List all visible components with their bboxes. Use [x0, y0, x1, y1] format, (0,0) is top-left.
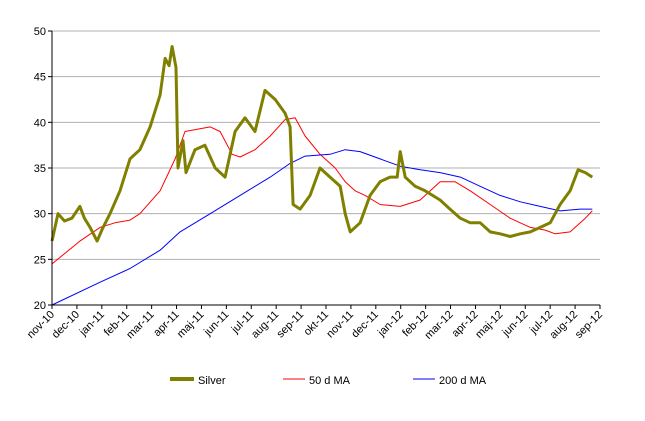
- legend-label-200d-ma: 200 d MA: [439, 375, 487, 387]
- series-line-200-d-ma: [51, 149, 593, 306]
- legend-item-50d-ma: 50 d MA: [283, 375, 351, 387]
- series-line-silver: [50, 45, 594, 243]
- legend: Silver 50 d MA 200 d MA: [170, 375, 487, 387]
- legend-item-silver: Silver: [170, 375, 226, 387]
- x-tick-label: sep-11: [275, 309, 307, 341]
- x-tick-label: nov-11: [324, 309, 356, 341]
- x-tick-label: dec-10: [50, 309, 82, 341]
- y-tick-label: 20: [34, 300, 46, 312]
- y-tick-label: 30: [34, 209, 46, 221]
- x-tick-label: jun-11: [201, 309, 231, 339]
- legend-label-silver: Silver: [198, 375, 226, 387]
- y-tick-label: 35: [34, 163, 46, 175]
- x-tick-label: jan-12: [375, 309, 406, 340]
- legend-label-50d-ma: 50 d MA: [309, 375, 351, 387]
- legend-item-200d-ma: 200 d MA: [413, 375, 487, 387]
- x-tick-label: aug-12: [547, 309, 580, 342]
- y-tick-label: 40: [34, 117, 46, 129]
- x-tick-label: jan-11: [77, 309, 107, 339]
- x-tick-label: aug-11: [249, 309, 281, 341]
- x-tick-label: jun-12: [500, 309, 531, 340]
- y-tick-label: 45: [34, 72, 46, 84]
- y-axis-ticks: 20 25 30 35 40 45 50: [34, 26, 52, 312]
- x-tick-label: maj-12: [473, 309, 505, 341]
- series-line-50-d-ma: [51, 117, 593, 265]
- x-tick-label: mar-11: [124, 309, 157, 342]
- x-tick-label: dec-11: [349, 309, 381, 341]
- x-axis-ticks: nov-10dec-10jan-11feb-11mar-11apr-11maj-…: [25, 305, 605, 342]
- x-tick-label: sep-12: [573, 309, 605, 341]
- series-lines: [50, 45, 594, 306]
- y-tick-label: 25: [34, 254, 46, 266]
- x-tick-label: mar-12: [423, 309, 456, 342]
- gridlines: [52, 30, 600, 260]
- y-tick-label: 50: [34, 26, 46, 38]
- x-tick-label: maj-11: [175, 309, 207, 341]
